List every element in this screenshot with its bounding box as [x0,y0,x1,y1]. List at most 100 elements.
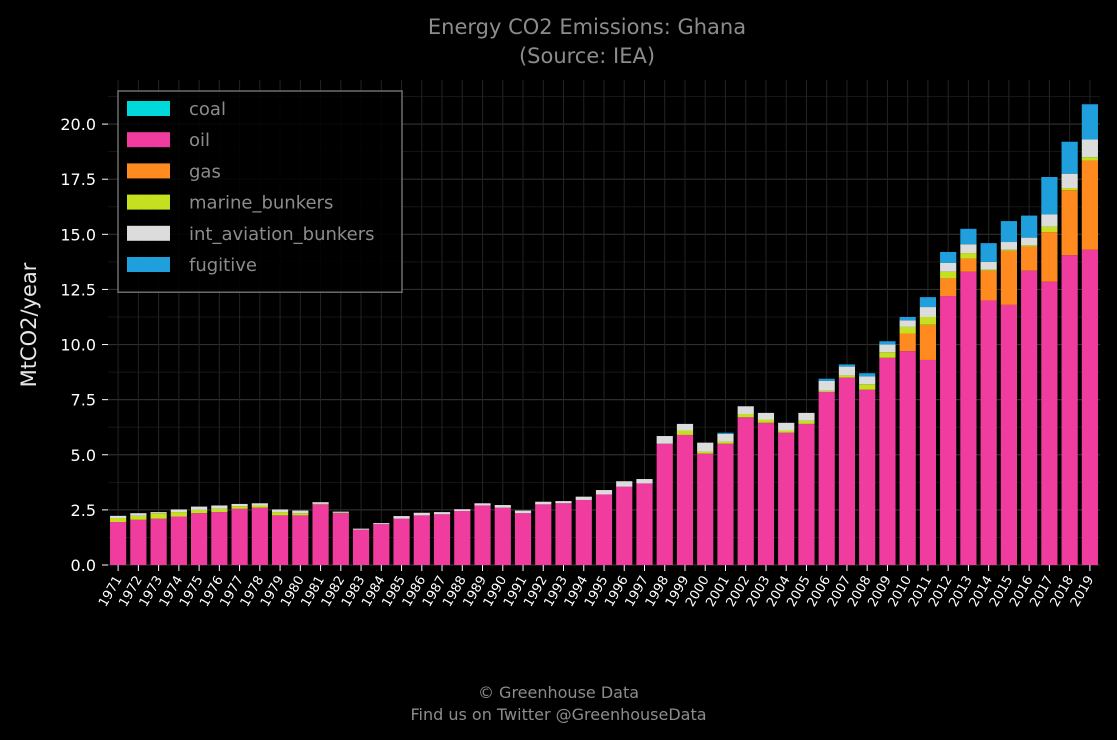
bar-int-aviation-bunkers [737,406,754,414]
bar-gas [980,270,997,301]
bar-oil [211,512,228,565]
chart-title: Energy CO2 Emissions: Ghana [428,15,746,39]
bar-oil [1021,270,1038,565]
bar-int-aviation-bunkers [1041,214,1058,227]
bar-marine-bunkers [150,513,167,519]
bar-marine-bunkers [191,509,208,514]
bar-oil [859,389,876,565]
bars [110,104,1098,566]
bar-int-aviation-bunkers [636,479,653,484]
bar-fugitive [899,316,916,321]
bar-marine-bunkers [676,430,694,435]
bar-fugitive [879,341,896,345]
y-tick-label: 12.5 [60,280,96,299]
bar-marine-bunkers [1000,249,1017,251]
bar-gas [940,278,957,297]
chart-subtitle: (Source: IEA) [519,44,655,68]
y-tick-label: 0.0 [71,556,96,575]
bar-marine-bunkers [899,326,916,334]
bar-int-aviation-bunkers [271,509,289,513]
bar-marine-bunkers [798,420,815,424]
bar-marine-bunkers [838,375,856,378]
bar-gas [1021,246,1038,271]
legend: coal oil gas marine_bunkers int_aviation_bun… [117,90,403,293]
bar-fugitive [1021,215,1038,238]
bar-oil [474,505,491,565]
bar-int-aviation-bunkers [474,503,491,506]
y-tick-label: 5.0 [71,446,96,465]
bar-oil [373,524,390,565]
bar-marine-bunkers [980,269,997,271]
bar-marine-bunkers [818,390,835,392]
bar-int-aviation-bunkers [778,422,795,431]
bar-int-aviation-bunkers [1021,237,1038,246]
bar-int-aviation-bunkers [1081,139,1098,158]
bar-int-aviation-bunkers [352,528,370,530]
bar-oil [433,514,451,565]
bar-oil [332,513,349,565]
bar-int-aviation-bunkers [717,433,734,442]
bar-int-aviation-bunkers [960,244,977,254]
bar-int-aviation-bunkers [757,412,775,420]
bar-int-aviation-bunkers [595,490,613,495]
y-tick-label: 7.5 [71,391,96,410]
bar-oil [231,508,248,565]
bar-oil [150,518,167,565]
y-tick-label: 10.0 [60,336,96,355]
bar-oil [454,510,471,565]
bar-marine-bunkers [211,508,228,513]
bar-int-aviation-bunkers [494,505,511,508]
bar-oil [838,377,856,565]
bar-oil [879,357,896,565]
bar-gas [919,324,937,360]
bar-gas [960,258,977,272]
bar-int-aviation-bunkers [1000,242,1017,250]
bar-int-aviation-bunkers [110,515,127,519]
bar-marine-bunkers [170,512,187,517]
bar-oil [676,434,694,565]
bar-int-aviation-bunkers [130,513,147,516]
bar-oil [191,513,208,565]
y-tick-label: 15.0 [60,225,96,244]
bar-int-aviation-bunkers [980,261,997,270]
bar-fugitive [940,251,957,263]
bar-int-aviation-bunkers [575,496,592,500]
bar-int-aviation-bunkers [697,442,714,452]
legend-label-coal: coal [189,99,226,120]
bar-int-aviation-bunkers [656,436,673,444]
bar-oil [980,300,997,565]
bar-marine-bunkers [859,384,876,390]
bar-marine-bunkers [737,413,754,418]
bar-marine-bunkers [1061,188,1078,191]
bar-gas [899,333,916,352]
bar-int-aviation-bunkers [798,412,815,421]
bar-gas [1041,232,1058,282]
bar-marine-bunkers [251,505,268,508]
legend-label-int-aviation-bunkers: int_aviation_bunkers [189,224,375,245]
bar-oil [110,522,127,565]
bar-oil [393,518,410,565]
bar-int-aviation-bunkers [292,510,309,514]
bar-fugitive [1061,141,1078,174]
bar-int-aviation-bunkers [676,423,694,431]
bar-marine-bunkers [110,518,127,523]
bar-gas [1000,250,1017,305]
bar-oil [292,515,309,565]
y-tick-label: 20.0 [60,115,96,134]
bar-marine-bunkers [697,451,714,454]
y-tick-label: 17.5 [60,170,96,189]
bar-marine-bunkers [960,253,977,259]
bar-int-aviation-bunkers [454,509,471,511]
bar-oil [494,507,511,565]
bar-fugitive [1081,104,1098,140]
bar-fugitive [980,243,997,262]
bar-marine-bunkers [271,512,289,516]
bar-marine-bunkers [717,441,734,444]
bar-oil [352,529,370,565]
legend-label-fugitive: fugitive [189,255,257,276]
bar-int-aviation-bunkers [514,510,532,514]
bar-int-aviation-bunkers [818,380,835,391]
bar-oil [656,443,673,565]
bar-marine-bunkers [1021,245,1038,247]
bar-int-aviation-bunkers [312,502,329,504]
